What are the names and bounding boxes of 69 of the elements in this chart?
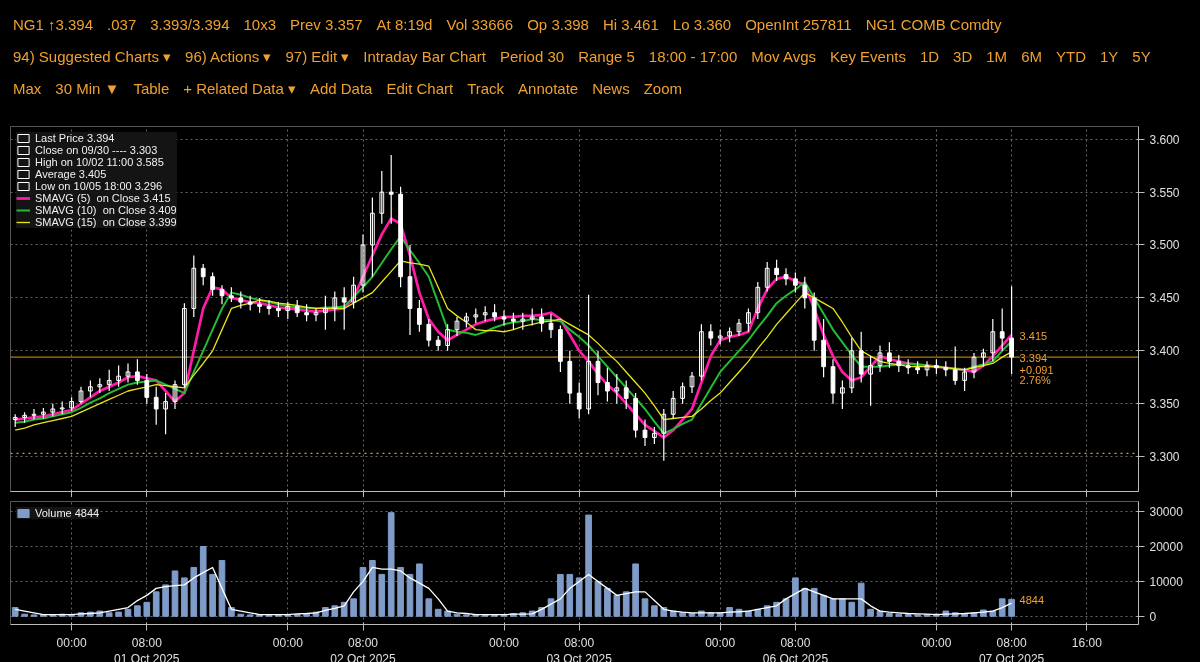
text: 1Y	[1099, 47, 1119, 68]
legend-label: SMAVG (5) on Close 3.415	[35, 192, 171, 204]
x-tick-label: 00:00	[272, 635, 304, 650]
text: Track	[467, 79, 505, 100]
y-tick-label: 3.550	[1149, 185, 1180, 200]
annotation: 4844	[1019, 594, 1045, 607]
annotation: High on 10/02 11:00 3.585	[35, 156, 164, 168]
legend-label: Volume 4844	[35, 507, 100, 519]
text: Vol 33666	[446, 15, 514, 36]
text: Annotate	[518, 79, 579, 100]
text: 30 Min ▼	[55, 79, 120, 100]
text: Op 3.398	[527, 15, 589, 36]
text: 3.393/3.394	[150, 15, 230, 36]
text: Lo 3.360	[672, 15, 732, 36]
text: Hi 3.461	[602, 15, 659, 36]
text: 5Y	[1132, 47, 1151, 68]
y-tick-label: 3.400	[1149, 344, 1180, 359]
text: Key Events	[830, 47, 906, 68]
legend-label: Last Price 3.394	[35, 132, 115, 144]
text: NG1 COMB Comdty	[865, 15, 1002, 36]
text: 1D	[919, 47, 940, 68]
y-tick-label: 3.350	[1149, 397, 1180, 412]
text: 3D	[953, 47, 973, 68]
x-tick-label: 00:00	[488, 635, 520, 650]
legend-label: SMAVG (10) on Close 3.409	[35, 204, 177, 216]
x-tick-label: 00:00	[56, 635, 87, 650]
annotation: Average 3.405	[35, 168, 107, 180]
text: .037	[107, 15, 137, 36]
y-tick-label: 3.500	[1149, 238, 1180, 253]
text: 97) Edit ▾	[285, 47, 350, 68]
x-tick-label: 00:00	[921, 635, 952, 650]
y-tick-label: 10000	[1149, 574, 1184, 589]
text: 6M	[1021, 47, 1042, 68]
text: Zoom	[643, 79, 683, 100]
text: 1M	[986, 47, 1008, 68]
text: News	[592, 79, 630, 100]
y-tick-label: 30000	[1149, 505, 1184, 520]
y-tick-label: 3.300	[1149, 450, 1180, 465]
x-tick-label: 16:00	[1071, 635, 1103, 650]
legend-label: SMAVG (15) on Close 3.399	[35, 216, 177, 228]
y-tick-label: 3.600	[1149, 132, 1180, 147]
annotation: 2.76%	[1019, 374, 1052, 387]
annotation: Low on 10/05 18:00 3.296	[35, 180, 163, 192]
text: 96) Actions ▾	[185, 47, 272, 68]
text: + Related Data ▾	[183, 79, 296, 100]
text: 10x3	[243, 15, 277, 36]
text: Period 30	[499, 47, 565, 68]
x-tick-label: 00:00	[705, 635, 736, 650]
text: Max	[13, 79, 42, 100]
text: Add Data	[309, 79, 373, 100]
text: NG1 ↑3.394	[13, 15, 94, 36]
text: OpenInt 257811	[745, 15, 852, 36]
y-tick-label: 0	[1149, 609, 1157, 624]
text: Mov Avgs	[751, 47, 817, 68]
text: At 8:19d	[376, 15, 433, 36]
annotation: +0.091	[1019, 364, 1054, 377]
text: 18:00 - 17:00	[648, 47, 738, 68]
text: Edit Chart	[386, 79, 454, 100]
annotation: Close on 09/30 ---- 3.303	[35, 144, 158, 156]
annotation: 3.394	[1019, 352, 1048, 365]
text: Table	[133, 79, 170, 100]
text: YTD	[1055, 47, 1086, 68]
annotation: 3.415	[1019, 329, 1048, 342]
text: 94) Suggested Charts ▾	[13, 47, 172, 68]
y-tick-label: 20000	[1149, 540, 1184, 555]
text: Range 5	[578, 47, 635, 68]
text: Prev 3.357	[290, 15, 363, 36]
y-tick-label: 3.450	[1149, 291, 1180, 306]
text: Intraday Bar Chart	[363, 47, 486, 68]
